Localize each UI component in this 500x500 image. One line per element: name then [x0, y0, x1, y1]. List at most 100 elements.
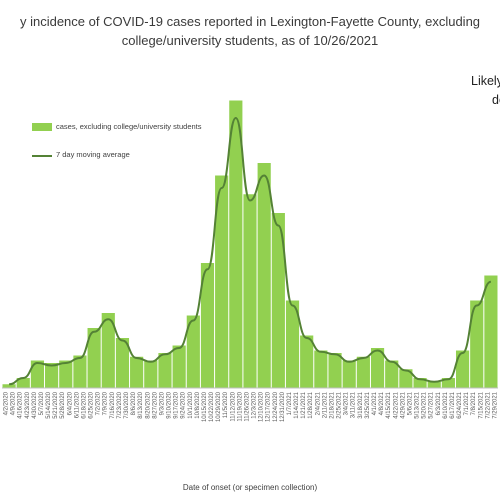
- x-tick-label: 6/3/2021: [436, 391, 442, 415]
- x-tick-label: 8/6/2020: [131, 391, 137, 415]
- bar-series: [2, 100, 498, 388]
- bar-1/21/2021: [300, 335, 314, 388]
- x-tick-label: 5/21/2020: [53, 391, 59, 418]
- bar-9/17/2020: [172, 345, 186, 388]
- bar-5/27/2021: [427, 381, 441, 388]
- bar-7/8/2021: [470, 300, 484, 388]
- x-tick-label: 6/11/2020: [74, 391, 80, 418]
- x-tick-label: 6/4/2020: [67, 391, 73, 415]
- bar-2/4/2021: [314, 350, 328, 388]
- bar-11/26/2020: [243, 194, 257, 388]
- bar-2/18/2021: [328, 353, 342, 388]
- x-tick-label: 8/13/2020: [138, 391, 144, 418]
- x-tick-label: 3/25/2021: [365, 391, 371, 418]
- bar-6/10/2021: [441, 378, 455, 388]
- annotation-line-1: Likely: [471, 74, 500, 88]
- x-axis-ticks: 4/2/2020 4/9/2020 4/16/2020 4/23/2020 4/30/2…: [4, 391, 499, 422]
- x-tick-label: 1/14/2021: [294, 391, 300, 418]
- legend-swatch-bars: [32, 123, 52, 131]
- bar-8/6/2020: [130, 356, 144, 388]
- x-tick-label: 4/2/2020: [4, 391, 10, 415]
- x-tick-label: 10/15/2020: [202, 391, 208, 422]
- x-tick-label: 5/7/2020: [39, 391, 45, 415]
- bar-4/16/2020: [16, 378, 30, 388]
- x-tick-label: 11/26/2020: [245, 391, 251, 421]
- x-tick-label: 7/30/2020: [124, 391, 130, 418]
- bar-10/29/2020: [215, 175, 229, 388]
- chart-title-line-1: y incidence of COVID-19 cases reported i…: [19, 14, 481, 29]
- x-tick-label: 10/1/2020: [188, 391, 194, 418]
- x-tick-label: 4/8/2021: [379, 391, 385, 415]
- x-tick-label: 6/18/2020: [82, 391, 88, 418]
- bar-3/18/2021: [356, 356, 370, 388]
- x-tick-label: 12/17/2020: [266, 391, 272, 422]
- x-tick-label: 8/27/2020: [152, 391, 158, 418]
- x-tick-label: 12/3/2020: [252, 391, 258, 418]
- x-tick-label: 7/16/2020: [110, 391, 116, 418]
- bar-10/15/2020: [200, 263, 215, 388]
- x-tick-label: 4/9/2020: [11, 391, 17, 415]
- x-tick-label: 4/1/2021: [372, 391, 378, 415]
- bar-4/1/2021: [370, 348, 385, 388]
- bar-4/15/2021: [385, 360, 399, 388]
- bar-6/25/2020: [87, 328, 101, 388]
- bar-9/3/2020: [158, 353, 172, 388]
- x-tick-label: 2/11/2021: [322, 391, 328, 418]
- bar-12/10/2020: [257, 163, 271, 388]
- x-tick-label: 5/28/2020: [60, 391, 66, 418]
- x-tick-label: 11/5/2020: [223, 391, 229, 418]
- bar-6/24/2021: [455, 350, 470, 388]
- x-tick-label: 4/22/2021: [393, 391, 399, 418]
- x-tick-label: 3/18/2021: [358, 391, 364, 418]
- x-tick-label: 12/10/2020: [259, 391, 265, 422]
- x-tick-label: 7/2/2020: [96, 391, 102, 415]
- x-tick-label: 6/10/2021: [443, 391, 449, 418]
- x-tick-label: 7/9/2020: [103, 391, 109, 415]
- bar-10/1/2020: [186, 315, 200, 388]
- x-tick-label: 12/31/2020: [280, 391, 286, 422]
- legend-swatch-line: [32, 155, 52, 157]
- x-tick-label: 4/30/2020: [32, 391, 38, 418]
- x-tick-label: 2/25/2021: [337, 391, 343, 418]
- moving-average-line: [9, 116, 492, 386]
- x-tick-label: 4/23/2020: [25, 391, 31, 418]
- bar-4/30/2020: [30, 360, 45, 388]
- x-tick-label: 4/16/2020: [18, 391, 24, 418]
- chart-title: y incidence of COVID-19 cases reported i…: [0, 12, 500, 50]
- x-tick-label: 11/12/2020: [230, 391, 236, 421]
- x-tick-label: 7/8/2021: [471, 391, 477, 415]
- legend-label-moving-average: 7 day moving average: [56, 150, 130, 159]
- x-tick-label: 10/29/2020: [216, 391, 222, 422]
- x-tick-label: 9/24/2020: [181, 391, 187, 418]
- x-tick-label: 7/22/2021: [485, 391, 491, 418]
- bar-4/2/2020: [2, 384, 16, 388]
- x-tick-label: 6/24/2021: [457, 391, 463, 418]
- x-tick-label: 3/11/2021: [351, 391, 357, 418]
- annotation-note: Likely de: [471, 72, 500, 110]
- bar-8/20/2020: [144, 360, 158, 388]
- x-tick-label: 12/24/2020: [273, 391, 279, 422]
- bar-1/7/2021: [285, 300, 300, 388]
- bar-7/9/2020: [101, 313, 115, 388]
- x-tick-label: 2/4/2021: [315, 391, 321, 415]
- x-tick-label: 7/15/2021: [478, 391, 484, 418]
- x-tick-label: 9/3/2020: [159, 391, 165, 415]
- x-axis-title: Date of onset (or specimen collection): [182, 483, 318, 492]
- x-tick-label: 7/1/2021: [464, 391, 470, 415]
- bar-5/28/2020: [59, 360, 73, 388]
- x-tick-label: 1/28/2021: [308, 391, 314, 418]
- x-tick-label: 5/13/2021: [415, 391, 421, 418]
- x-tick-label: 10/22/2020: [209, 391, 215, 422]
- x-tick-label: 9/17/2020: [174, 391, 180, 418]
- bar-7/23/2020: [115, 338, 130, 388]
- bar-5/13/2021: [413, 378, 427, 388]
- bar-5/14/2020: [45, 363, 59, 388]
- chart-title-line-2: college/university students, as of 10/26…: [121, 33, 379, 48]
- x-tick-label: 7/23/2020: [117, 391, 123, 418]
- legend-label-cases: cases, excluding college/university stud…: [56, 122, 202, 131]
- x-tick-label: 10/8/2020: [195, 391, 201, 418]
- x-tick-label: 6/17/2021: [450, 391, 456, 418]
- x-tick-label: 6/25/2020: [89, 391, 95, 418]
- bar-6/11/2020: [73, 355, 87, 388]
